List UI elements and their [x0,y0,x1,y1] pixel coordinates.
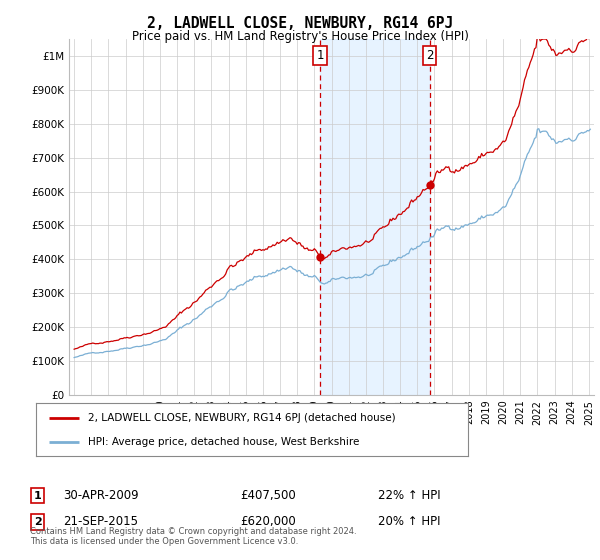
Text: £407,500: £407,500 [240,489,296,502]
Text: Contains HM Land Registry data © Crown copyright and database right 2024.
This d: Contains HM Land Registry data © Crown c… [30,526,356,546]
Text: 1: 1 [34,491,41,501]
Text: 2, LADWELL CLOSE, NEWBURY, RG14 6PJ (detached house): 2, LADWELL CLOSE, NEWBURY, RG14 6PJ (det… [88,413,395,423]
Text: 2: 2 [426,49,433,62]
Text: 20% ↑ HPI: 20% ↑ HPI [378,515,440,529]
Text: 2: 2 [34,517,41,527]
Text: 30-APR-2009: 30-APR-2009 [63,489,139,502]
Text: 22% ↑ HPI: 22% ↑ HPI [378,489,440,502]
Text: 2, LADWELL CLOSE, NEWBURY, RG14 6PJ: 2, LADWELL CLOSE, NEWBURY, RG14 6PJ [147,16,453,31]
Text: 1: 1 [316,49,324,62]
Text: HPI: Average price, detached house, West Berkshire: HPI: Average price, detached house, West… [88,436,359,446]
Text: £620,000: £620,000 [240,515,296,529]
Text: Price paid vs. HM Land Registry's House Price Index (HPI): Price paid vs. HM Land Registry's House … [131,30,469,43]
Bar [320,39,430,395]
Text: 21-SEP-2015: 21-SEP-2015 [63,515,138,529]
